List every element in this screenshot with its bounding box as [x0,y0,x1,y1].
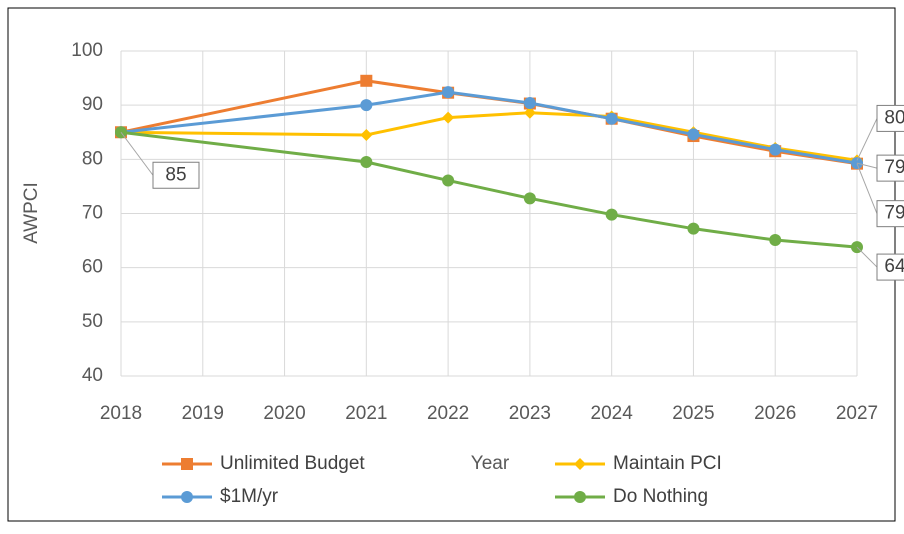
data-label: 64 [884,256,904,277]
marker [574,458,586,470]
marker [360,128,373,141]
marker [181,491,193,503]
x-tick-label: 2022 [427,403,469,424]
legend-label: Maintain PCI [613,453,722,474]
label-leader [856,118,878,161]
series-line [120,90,858,165]
label-box [876,200,904,228]
chart-border [7,7,896,522]
marker [442,111,455,124]
y-tick-label: 50 [82,311,103,332]
marker [605,112,618,125]
marker [687,128,700,141]
x-axis-title: Year [471,453,510,474]
marker [360,74,373,87]
x-tick-label: 2021 [345,403,387,424]
marker [360,156,373,169]
data-label: 79 [884,203,904,224]
x-tick-label: 2026 [754,403,796,424]
label-box [876,154,904,182]
series-line [120,111,858,162]
marker [442,86,455,99]
label-box [876,104,904,132]
x-tick-label: 2023 [509,403,551,424]
x-tick-label: 2027 [836,403,878,424]
y-tick-label: 80 [82,148,103,169]
label-box [152,161,200,189]
marker [523,97,536,109]
marker [523,192,536,205]
x-tick-label: 2019 [182,403,224,424]
legend-label: Do Nothing [613,486,708,507]
data-label: 80 [884,107,904,128]
marker [523,106,536,119]
marker [769,143,782,156]
marker [181,458,193,470]
legend-label: $1M/yr [220,486,279,507]
y-tick-label: 70 [82,203,103,224]
series-line [120,130,858,249]
label-leader [856,162,878,169]
y-tick-label: 90 [82,94,103,115]
label-leader [856,163,878,214]
x-tick-label: 2018 [100,403,142,424]
y-tick-label: 40 [82,365,103,386]
y-tick-label: 100 [71,40,103,61]
marker [687,222,700,235]
marker [574,491,586,503]
data-label: 85 [165,164,186,185]
label-leader [856,246,878,268]
data-label: 79 [884,157,904,178]
x-tick-label: 2024 [591,403,634,424]
label-box [876,253,904,281]
marker [769,234,782,247]
marker [605,208,618,221]
marker [360,99,373,112]
marker [442,174,455,187]
y-axis-title: AWPCI [21,182,42,244]
legend-label: Unlimited Budget [220,453,365,474]
y-tick-label: 60 [82,257,103,278]
x-tick-label: 2020 [263,403,305,424]
label-leader [120,131,154,176]
x-tick-label: 2025 [672,403,714,424]
